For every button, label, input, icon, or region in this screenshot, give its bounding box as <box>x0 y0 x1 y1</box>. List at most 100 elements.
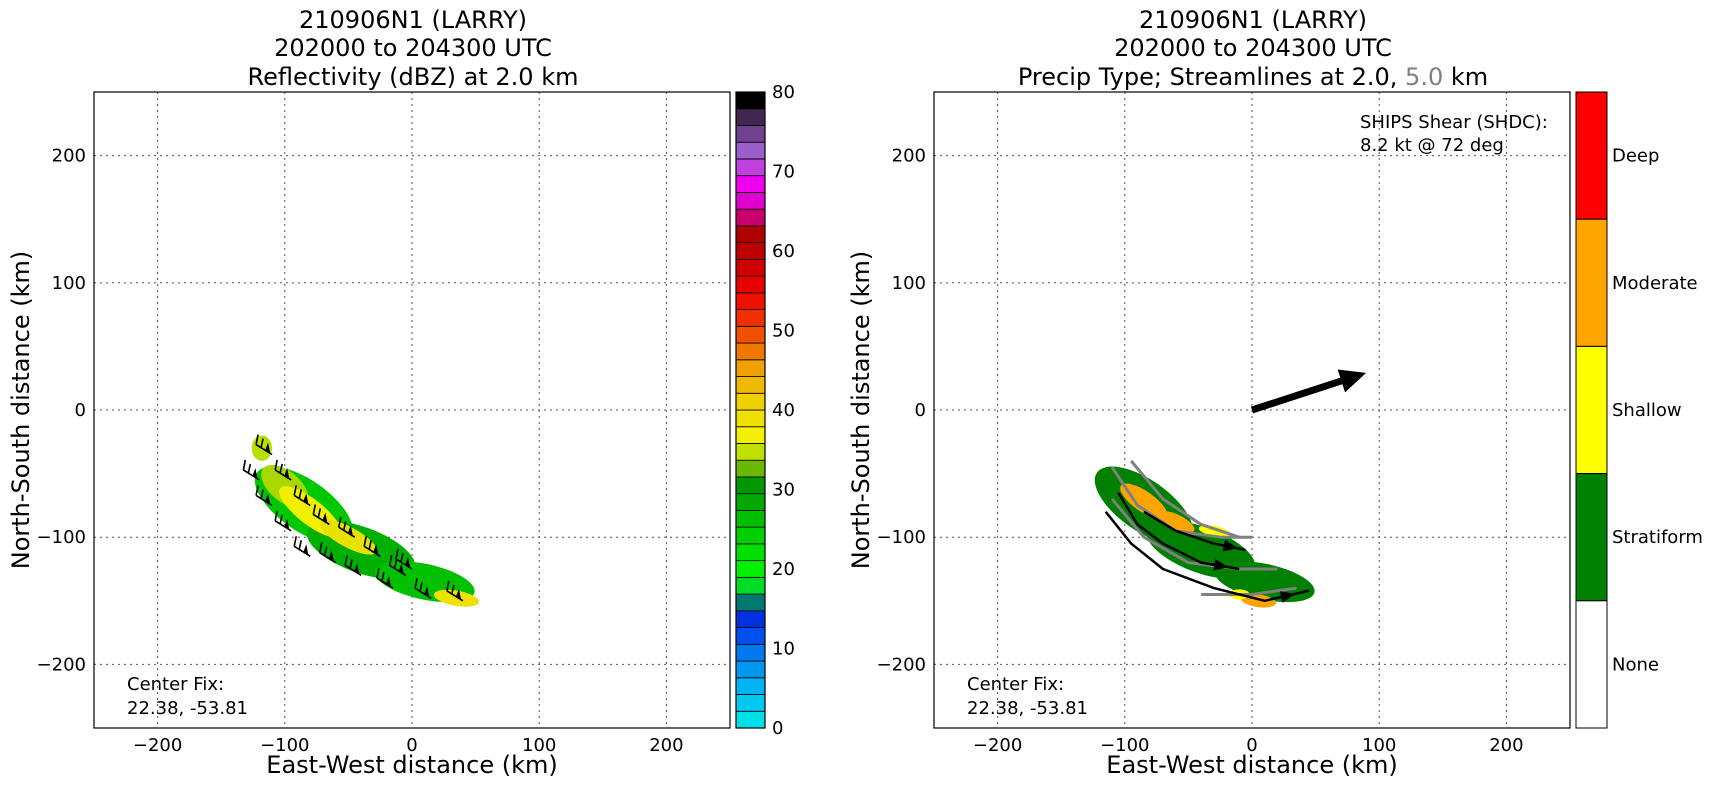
x-tick-label: −100 <box>1100 735 1149 756</box>
x-tick-label: −100 <box>260 735 309 756</box>
category-swatch <box>1575 473 1608 602</box>
colorbar-swatch <box>735 158 766 177</box>
colorbar-swatch <box>735 476 766 495</box>
colorbar-swatch <box>735 275 766 294</box>
wind-barb <box>255 434 273 456</box>
colorbar-swatch <box>735 91 766 110</box>
left-center-fix-value: 22.38, -53.81 <box>127 698 248 719</box>
y-tick-label: 0 <box>915 400 926 421</box>
colorbar-swatch <box>735 309 766 327</box>
colorbar-swatch <box>735 392 766 411</box>
left-x-axis-label: East-West distance (km) <box>266 751 557 779</box>
right-title-line-1: 210906N1 (LARRY) <box>1139 6 1367 34</box>
colorbar-swatch <box>735 526 766 545</box>
shear-label: SHIPS Shear (SHDC): <box>1360 112 1548 133</box>
colorbar-swatch <box>735 108 766 126</box>
x-tick-label: −200 <box>133 735 182 756</box>
colorbar-tick-label: 40 <box>772 400 795 421</box>
reflectivity-colorbar <box>735 91 766 729</box>
right-title-line-3: Precip Type; Streamlines at 2.0, 5.0 km <box>1018 63 1488 91</box>
streamline-arrowhead <box>1279 591 1295 603</box>
shear-vector-arrow <box>1250 369 1367 414</box>
x-tick-label: 200 <box>1489 735 1523 756</box>
right-center-fix-label: Center Fix: <box>967 674 1064 695</box>
colorbar-tick-label: 20 <box>772 559 795 580</box>
colorbar-swatch <box>735 710 766 729</box>
colorbar-swatch <box>735 242 766 260</box>
left-plot-frame <box>93 91 731 729</box>
echo-region <box>1156 510 1195 533</box>
colorbar-swatch <box>735 342 766 361</box>
shear-arrow-head <box>1337 369 1367 393</box>
colorbar-swatch <box>735 576 766 595</box>
colorbar-swatch <box>735 225 766 244</box>
streamline-5km <box>1130 459 1240 539</box>
y-tick-label: 0 <box>75 400 86 421</box>
colorbar-swatch <box>735 493 766 511</box>
category-swatch <box>1575 345 1608 475</box>
right-streamlines <box>1104 459 1310 603</box>
echo-region <box>433 589 480 607</box>
left-title-line-2: 202000 to 204300 UTC <box>274 34 552 62</box>
y-tick-label: −200 <box>37 654 86 675</box>
colorbar-swatch <box>735 409 766 428</box>
colorbar-tick-label: 70 <box>772 162 795 183</box>
colorbar-tick-label: 30 <box>772 480 795 501</box>
colorbar-swatch <box>735 560 766 578</box>
category-swatch <box>1575 91 1608 220</box>
wind-barb <box>242 459 260 481</box>
streamline-arrowhead <box>1222 539 1238 552</box>
left-center-fix-label: Center Fix: <box>127 674 224 695</box>
colorbar-swatch <box>735 175 766 193</box>
colorbar-swatch <box>735 141 766 160</box>
echo-region <box>1120 483 1168 520</box>
right-x-axis-label: East-West distance (km) <box>1106 751 1397 779</box>
right-title-line-2: 202000 to 204300 UTC <box>1114 34 1392 62</box>
colorbar-swatch <box>735 192 766 210</box>
streamline-5km <box>1110 498 1278 571</box>
shear-value: 8.2 kt @ 72 deg <box>1360 135 1504 156</box>
precip-type-panel: 210906N1 (LARRY) 202000 to 204300 UTC Pr… <box>847 6 1703 779</box>
colorbar-swatch <box>735 459 766 478</box>
left-grid <box>94 92 730 728</box>
colorbar-swatch <box>735 208 766 227</box>
colorbar-swatch <box>735 426 766 444</box>
colorbar-swatch <box>735 376 766 394</box>
colorbar-tick-label: 80 <box>772 82 795 103</box>
wind-barb <box>446 580 464 602</box>
echo-region <box>319 519 377 555</box>
echo-region <box>1198 525 1229 537</box>
colorbar-tick-label: 60 <box>772 241 795 262</box>
colorbar-swatch <box>735 677 766 695</box>
precip-type-colorbar: Deep Moderate Shallow Stratiform None <box>1575 91 1703 729</box>
colorbar-swatch <box>735 443 766 461</box>
y-tick-label: 200 <box>892 146 926 167</box>
colorbar-tick-label: 50 <box>772 321 795 342</box>
colorbar-swatch <box>735 510 766 528</box>
category-label: None <box>1612 654 1659 675</box>
right-y-axis-label: North-South distance (km) <box>847 251 875 570</box>
reflectivity-panel: 210906N1 (LARRY) 202000 to 204300 UTC Re… <box>7 6 795 779</box>
wind-barb <box>293 485 311 507</box>
colorbar-swatch <box>735 660 766 679</box>
category-label: Moderate <box>1612 273 1698 294</box>
x-tick-label: −200 <box>973 735 1022 756</box>
wind-barb <box>274 459 292 481</box>
wind-barb <box>388 555 407 577</box>
colorbar-swatch <box>735 359 766 377</box>
y-tick-label: −100 <box>877 527 926 548</box>
colorbar-swatch <box>735 593 766 612</box>
right-center-fix-value: 22.38, -53.81 <box>967 698 1088 719</box>
wind-barb <box>337 517 356 538</box>
left-y-axis-label: North-South distance (km) <box>7 251 35 570</box>
left-y-tick-labels: 200 100 0 −100 −200 <box>37 146 86 676</box>
right-x-tick-labels: −200 −100 0 100 200 <box>973 735 1524 756</box>
colorbar-swatch <box>735 543 766 562</box>
y-tick-label: 100 <box>892 273 926 294</box>
x-tick-label: 0 <box>406 735 417 756</box>
left-title-line-1: 210906N1 (LARRY) <box>299 6 527 34</box>
y-tick-label: 200 <box>52 146 86 167</box>
streamline-arrowhead <box>1213 558 1229 571</box>
wind-barb <box>414 578 432 599</box>
